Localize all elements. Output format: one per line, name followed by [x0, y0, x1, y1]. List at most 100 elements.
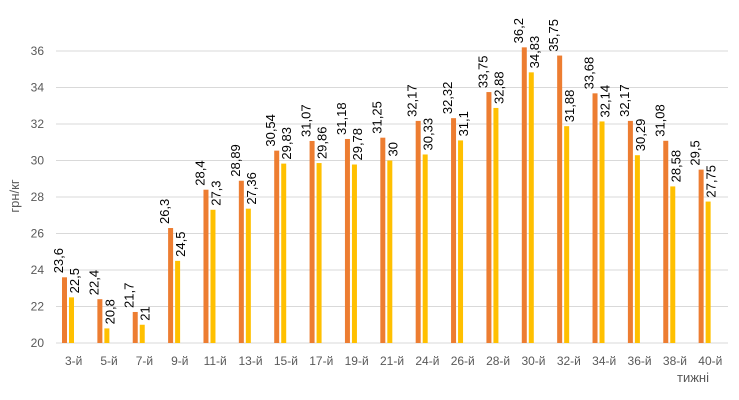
x-tick-label: 30-й [521, 354, 545, 368]
y-tick-label: 24 [31, 263, 45, 277]
data-label: 31,25 [369, 101, 384, 134]
bar [557, 55, 563, 343]
data-label: 28,58 [668, 150, 683, 183]
data-label: 20,8 [102, 299, 117, 324]
data-label: 31,1 [456, 111, 471, 136]
bar [422, 154, 428, 343]
x-tick-label: 19-й [345, 354, 369, 368]
bar [528, 72, 534, 343]
data-label: 32,17 [405, 84, 420, 117]
bar [458, 140, 464, 343]
x-tick-label: 40-й [698, 354, 722, 368]
data-label: 22,4 [86, 270, 101, 295]
bar [486, 92, 492, 343]
data-label: 31,08 [652, 104, 667, 137]
bar [309, 140, 315, 343]
y-tick-label: 32 [31, 117, 45, 131]
data-label: 32,14 [598, 85, 613, 118]
data-label: 28,89 [228, 144, 243, 177]
bar [351, 164, 357, 343]
bar [69, 297, 74, 343]
x-tick-label: 9-й [171, 354, 188, 368]
x-tick-label: 5-й [100, 354, 117, 368]
bar [62, 277, 67, 343]
data-label: 34,83 [527, 36, 542, 69]
data-label: 27,3 [208, 180, 223, 205]
x-tick-label: 15-й [274, 354, 298, 368]
x-tick-label: 7-й [136, 354, 153, 368]
bar [132, 311, 138, 343]
data-label: 36,2 [511, 18, 526, 43]
y-tick-label: 34 [31, 81, 45, 95]
bar [493, 107, 499, 343]
bar [451, 118, 457, 343]
data-label: 30,54 [263, 114, 278, 147]
data-label: 28,4 [192, 160, 207, 185]
bar [139, 324, 145, 343]
data-label: 32,17 [617, 84, 632, 117]
x-tick-label: 11-й [204, 354, 227, 368]
data-label: 29,5 [688, 140, 703, 165]
bar [175, 260, 181, 343]
bar [344, 138, 350, 343]
data-label: 32,32 [440, 82, 455, 115]
bar [387, 160, 393, 343]
bar [705, 201, 711, 343]
bar [274, 150, 280, 343]
bar [627, 120, 633, 344]
x-tick-label: 26-й [451, 354, 475, 368]
x-axis-label: тижні [677, 370, 709, 385]
y-tick-label: 22 [31, 300, 45, 314]
x-tick-label: 13-й [239, 354, 263, 368]
data-label: 23,6 [51, 248, 66, 273]
data-label: 27,75 [704, 165, 719, 198]
y-tick-label: 28 [31, 190, 45, 204]
data-label: 29,86 [315, 127, 330, 160]
data-label: 26,3 [157, 199, 172, 224]
data-label: 22,5 [67, 268, 82, 293]
bar [698, 169, 704, 343]
data-label: 32,88 [491, 71, 506, 104]
y-tick-label: 20 [31, 336, 45, 350]
bar [281, 163, 287, 343]
data-label: 21 [138, 306, 153, 320]
data-label: 27,36 [244, 172, 259, 205]
x-tick-label: 28-й [486, 354, 510, 368]
data-label: 21,7 [122, 283, 137, 308]
x-tick-label: 34-й [592, 354, 616, 368]
bar [592, 93, 598, 343]
bar [521, 47, 527, 343]
x-tick-label: 24-й [415, 354, 439, 368]
data-label: 30,33 [421, 118, 436, 151]
y-tick-label: 30 [31, 154, 45, 168]
data-label: 30,29 [633, 119, 648, 152]
bar [670, 186, 676, 343]
bar [210, 209, 216, 343]
x-tick-label: 17-й [309, 354, 333, 368]
data-label: 24,5 [173, 232, 188, 257]
data-label: 33,75 [475, 56, 490, 89]
data-label: 31,18 [334, 102, 349, 135]
data-label: 33,68 [582, 57, 597, 90]
bar [245, 208, 251, 343]
bar [564, 126, 570, 343]
y-tick-label: 26 [31, 227, 45, 241]
bar [415, 120, 421, 344]
y-axis-label: грн/кг [7, 179, 22, 212]
x-tick-label: 3-й [65, 354, 82, 368]
bar [634, 155, 640, 343]
data-label: 29,78 [350, 128, 365, 161]
bar [168, 228, 174, 343]
bar [663, 140, 669, 343]
bar [238, 180, 244, 343]
data-label: 31,07 [299, 104, 314, 137]
bar [203, 189, 209, 343]
bar [380, 137, 386, 343]
bar [104, 328, 110, 343]
data-label: 30 [385, 142, 400, 156]
data-label: 29,83 [279, 127, 294, 160]
data-label: 35,75 [546, 19, 561, 52]
x-tick-label: 36-й [628, 354, 652, 368]
data-label: 31,88 [562, 90, 577, 123]
